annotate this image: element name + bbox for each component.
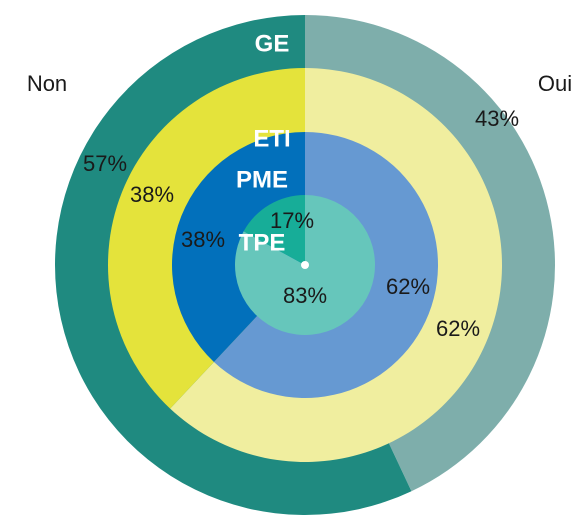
ring-label: TPE <box>239 229 286 256</box>
value-label: 38% <box>130 182 174 207</box>
value-label: 38% <box>181 227 225 252</box>
center-dot <box>301 261 309 269</box>
ring-label: ETI <box>253 125 290 152</box>
value-label: 83% <box>283 283 327 308</box>
value-label: 62% <box>436 316 480 341</box>
ring-segment <box>243 195 305 265</box>
ring-label: GE <box>255 30 290 57</box>
ring-label: PME <box>236 166 288 193</box>
value-label: 57% <box>83 151 127 176</box>
legend-label: Oui <box>538 71 572 96</box>
legend-label: Non <box>27 71 67 96</box>
value-label: 17% <box>270 208 314 233</box>
value-label: 62% <box>386 274 430 299</box>
value-label: 43% <box>475 106 519 131</box>
